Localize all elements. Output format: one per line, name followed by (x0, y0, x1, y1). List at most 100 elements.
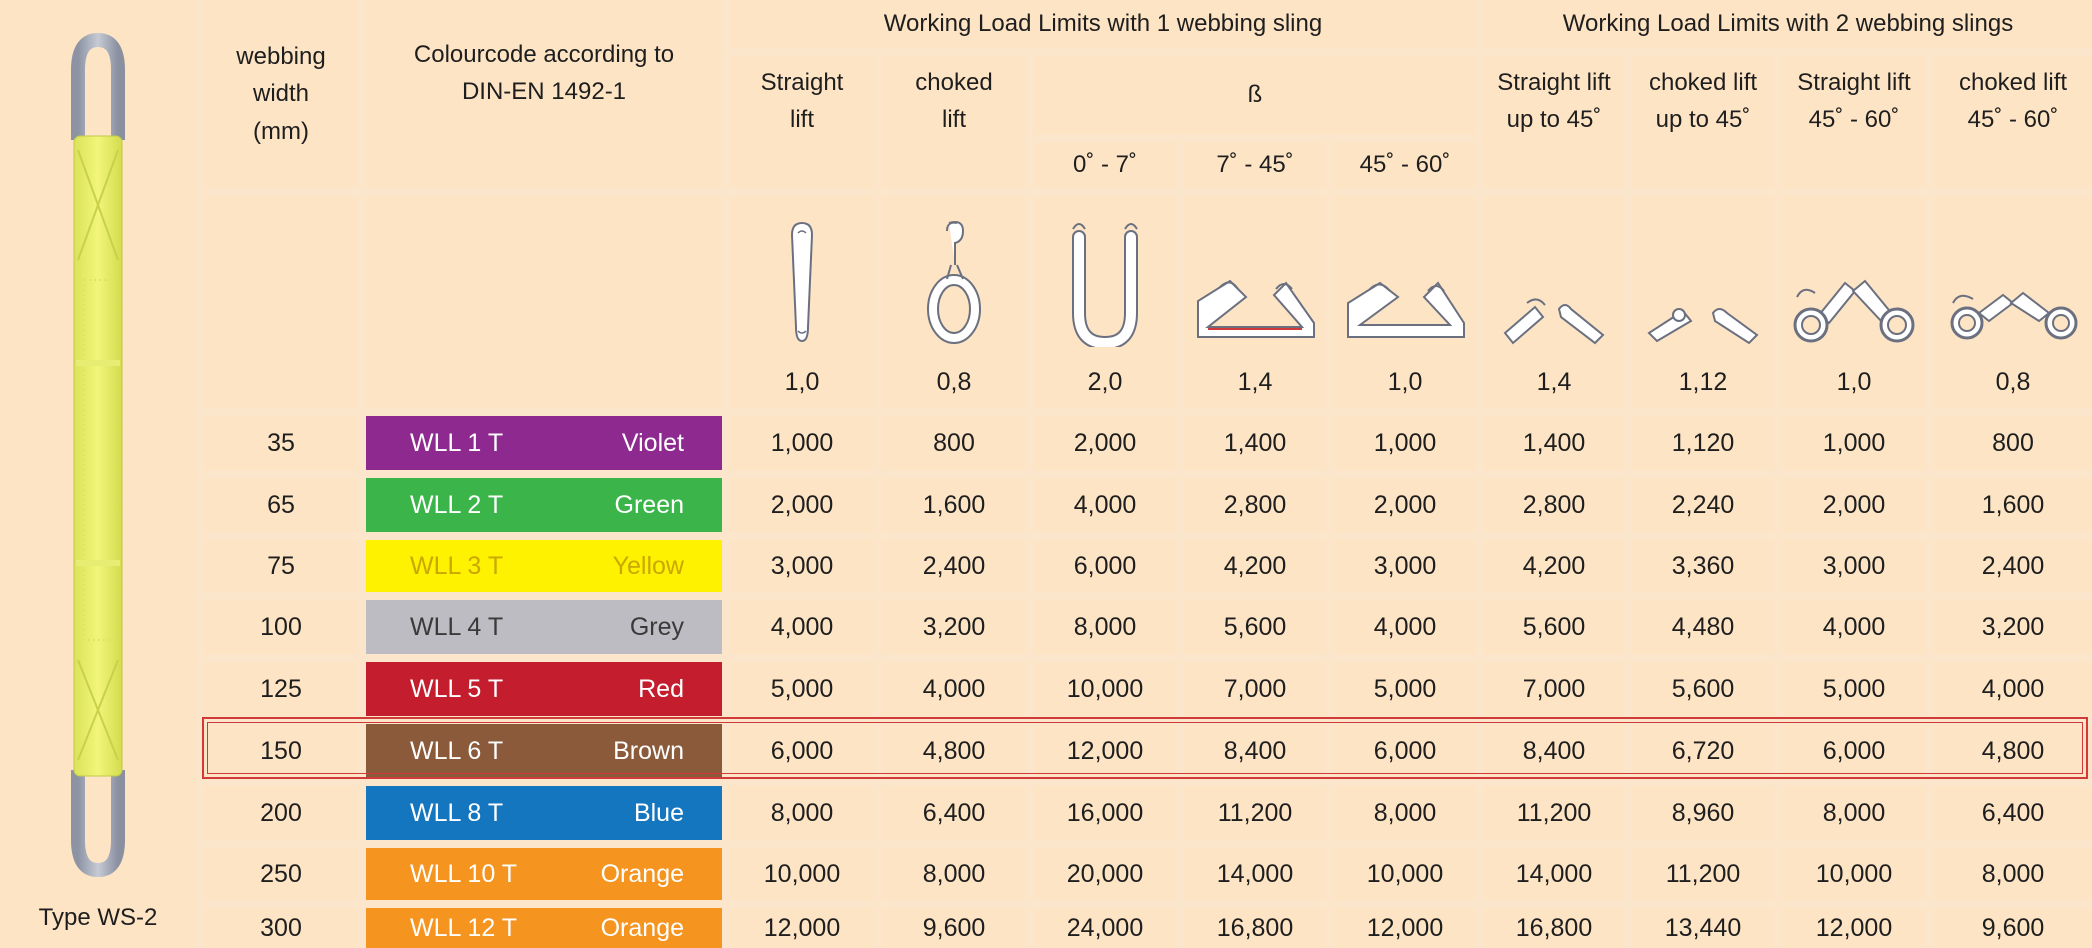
load-limit-value: 14,000 (1484, 848, 1624, 900)
load-limit-value: 8,000 (1782, 786, 1926, 840)
wll-label: WLL 6 T (410, 736, 504, 765)
colour-code-swatch: WLL 2 T Green (366, 478, 722, 532)
two-choked-45-60-header: choked lift 45˚ - 60˚ (1934, 56, 2092, 188)
load-limit-value: 8,000 (1034, 600, 1176, 654)
one-sling-group-header: Working Load Limits with 1 webbing sling (730, 0, 1476, 48)
load-limit-value: 4,000 (1782, 600, 1926, 654)
angle-45-60-header: 45˚ - 60˚ (1334, 142, 1476, 188)
colour-name: Orange (600, 859, 684, 888)
load-limit-value: 5,000 (730, 662, 874, 716)
load-limit-value: 6,000 (1782, 724, 1926, 778)
basket-0-7-sling-icon (1072, 223, 1138, 348)
load-limit-value: 5,000 (1334, 662, 1476, 716)
load-limit-value: 1,120 (1632, 416, 1774, 470)
load-limit-value: 12,000 (1782, 908, 1926, 948)
load-limit-value: 3,200 (1934, 600, 2092, 654)
two-sling-group-header: Working Load Limits with 2 webbing sling… (1484, 0, 2092, 48)
angle-0-7-header: 0˚ - 7˚ (1034, 142, 1176, 188)
two-leg-straight-45-icon (1503, 298, 1605, 345)
colour-name: Blue (633, 798, 684, 827)
two-straight-45-header: Straight lift up to 45˚ (1484, 56, 1624, 188)
two-straight-45-60-header: Straight lift 45˚ - 60˚ (1782, 56, 1926, 188)
load-limit-value: 20,000 (1034, 848, 1176, 900)
load-limit-value: 3,000 (1334, 540, 1476, 592)
factor-value: 1,12 (1678, 368, 1728, 397)
load-limit-value: 3,000 (730, 540, 874, 592)
load-limit-value: 4,000 (882, 662, 1026, 716)
symbol-row-blank-width (204, 196, 358, 408)
load-limit-value: 5,600 (1632, 662, 1774, 716)
webbing-width-cell: 150 (204, 724, 358, 778)
factor-value: 0,8 (1995, 368, 2031, 397)
webbing-width-header: webbing width (mm) (204, 0, 358, 188)
two-leg-straight-45-60-icon (1793, 279, 1915, 343)
wll-label: WLL 8 T (410, 798, 504, 827)
colour-code-swatch: WLL 10 T Orange (366, 848, 722, 900)
factor-value: 0,8 (936, 368, 972, 397)
load-limit-value: 4,200 (1484, 540, 1624, 592)
load-limit-value: 2,240 (1632, 478, 1774, 532)
factor-value: 1,0 (1836, 368, 1872, 397)
colour-code-swatch: WLL 12 T Orange (366, 908, 722, 948)
webbing-width-cell: 125 (204, 662, 358, 716)
webbing-sling-image-icon (71, 32, 125, 878)
webbing-width-cell: 35 (204, 416, 358, 470)
load-limit-value: 1,000 (1782, 416, 1926, 470)
colour-code-swatch: WLL 3 T Yellow (366, 540, 722, 592)
colour-code-swatch: WLL 1 T Violet (366, 416, 722, 470)
load-limit-value: 11,200 (1632, 848, 1774, 900)
colour-name: Orange (600, 913, 684, 942)
angle-7-45-header: 7˚ - 45˚ (1184, 142, 1326, 188)
load-limit-value: 1,400 (1484, 416, 1624, 470)
load-limit-value: 8,960 (1632, 786, 1774, 840)
load-limit-value: 11,200 (1484, 786, 1624, 840)
load-limit-value: 4,000 (1934, 662, 2092, 716)
load-limit-value: 5,000 (1782, 662, 1926, 716)
colour-name: Yellow (612, 551, 684, 580)
load-limit-value: 6,400 (882, 786, 1026, 840)
load-limit-value: 10,000 (730, 848, 874, 900)
load-limit-value: 2,400 (1934, 540, 2092, 592)
load-limit-value: 6,000 (1334, 724, 1476, 778)
load-limit-value: 3,000 (1782, 540, 1926, 592)
load-limit-value: 13,440 (1632, 908, 1774, 948)
load-limit-value: 1,600 (882, 478, 1026, 532)
load-limit-value: 7,000 (1484, 662, 1624, 716)
basket-7-45-sling-icon (1197, 279, 1315, 339)
load-limit-value: 7,000 (1184, 662, 1326, 716)
load-limit-value: 10,000 (1782, 848, 1926, 900)
load-limit-value: 9,600 (882, 908, 1026, 948)
symbol-cell: 1,4 (1484, 196, 1624, 408)
colour-name: Violet (621, 428, 684, 457)
wll-label: WLL 12 T (410, 913, 517, 942)
webbing-width-cell: 65 (204, 478, 358, 532)
beta-angle-header: ß (1034, 56, 1476, 134)
load-limit-value: 4,480 (1632, 600, 1774, 654)
load-limit-value: 8,000 (730, 786, 874, 840)
load-limit-value: 4,000 (730, 600, 874, 654)
colour-code-swatch: WLL 8 T Blue (366, 786, 722, 840)
webbing-width-cell: 100 (204, 600, 358, 654)
load-limit-value: 8,000 (1934, 848, 2092, 900)
load-limit-value: 11,200 (1184, 786, 1326, 840)
load-limit-value: 4,000 (1034, 478, 1176, 532)
factor-value: 2,0 (1087, 368, 1123, 397)
colour-code-swatch: WLL 4 T Grey (366, 600, 722, 654)
factor-value: 1,0 (1387, 368, 1423, 397)
sling-illustration-panel: Type WS-2 (0, 0, 196, 948)
load-limit-value: 1,600 (1934, 478, 2092, 532)
two-choked-45-header: choked lift up to 45˚ (1632, 56, 1774, 188)
wll-label: WLL 4 T (410, 612, 504, 641)
load-limit-value: 1,000 (730, 416, 874, 470)
load-limit-value: 2,800 (1184, 478, 1326, 532)
load-limit-value: 5,600 (1184, 600, 1326, 654)
load-limit-value: 4,800 (882, 724, 1026, 778)
load-limit-value: 2,000 (1034, 416, 1176, 470)
load-limit-value: 8,400 (1184, 724, 1326, 778)
load-limit-value: 8,000 (1334, 786, 1476, 840)
load-limit-value: 1,400 (1184, 416, 1326, 470)
symbol-cell: 1,0 (1782, 196, 1926, 408)
load-limit-value: 1,000 (1334, 416, 1476, 470)
load-limit-value: 14,000 (1184, 848, 1326, 900)
